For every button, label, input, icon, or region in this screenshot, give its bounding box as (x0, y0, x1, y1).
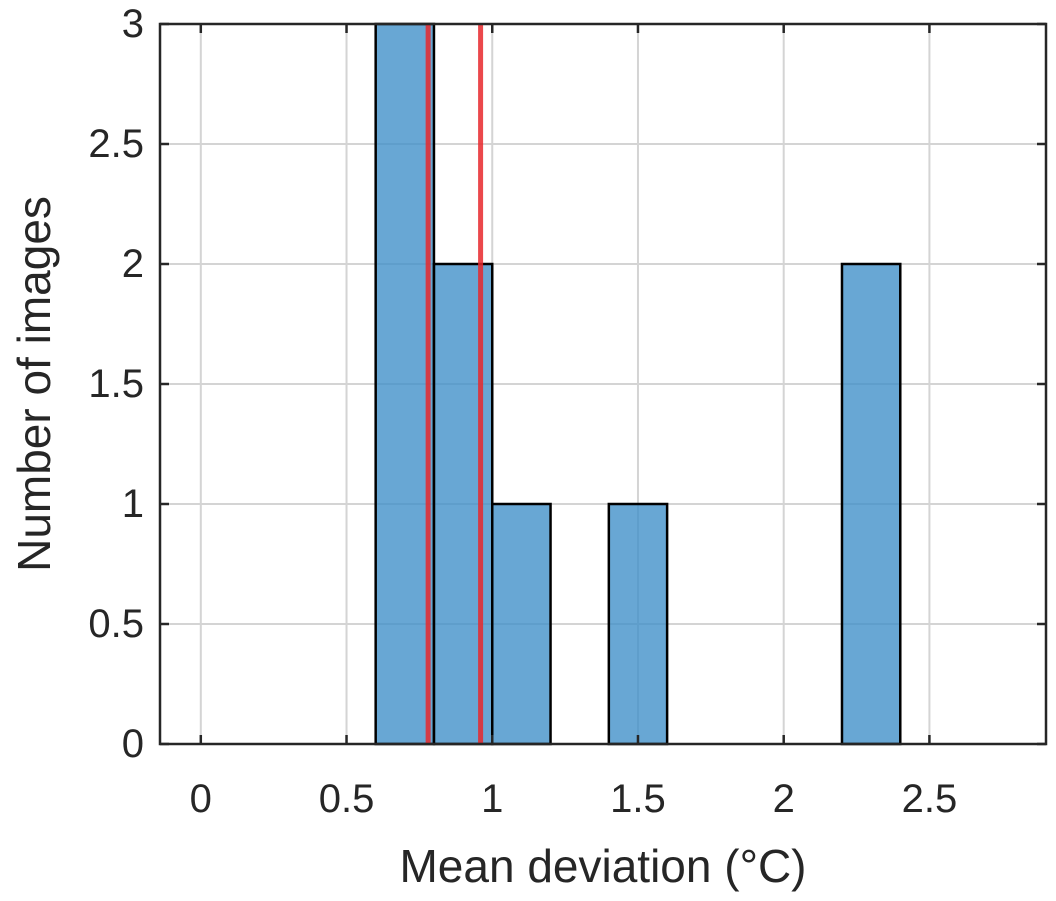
x-tick-label-5: 2.5 (902, 777, 958, 821)
tick-marks (160, 22, 1046, 746)
y-axis-title: Number of images (8, 196, 60, 572)
y-tick-label-3: 1.5 (88, 362, 144, 406)
x-axis-title: Mean deviation (°C) (399, 840, 806, 892)
histogram-bar-2 (491, 502, 552, 746)
y-tick-label-4: 2 (122, 242, 144, 286)
histogram-bar-3 (607, 502, 669, 746)
x-tick-label-2: 1 (481, 777, 503, 821)
y-tick-label-5: 2.5 (88, 122, 144, 166)
histogram-bar-4 (840, 262, 902, 746)
y-tick-labels: 0 0.5 1 1.5 2 2.5 3 (88, 2, 144, 766)
x-tick-label-4: 2 (773, 777, 795, 821)
x-tick-label-3: 1.5 (610, 777, 666, 821)
y-tick-label-0: 0 (122, 722, 144, 766)
bars (374, 22, 902, 746)
y-tick-label-2: 1 (122, 482, 144, 526)
x-tick-label-0: 0 (190, 777, 212, 821)
y-tick-label-6: 3 (122, 2, 144, 46)
histogram-bar-0 (374, 22, 436, 746)
x-tick-label-1: 0.5 (319, 777, 375, 821)
histogram-bar-1 (432, 262, 494, 746)
reference-lines (425, 24, 484, 744)
grid (160, 23, 1046, 745)
y-tick-label-1: 0.5 (88, 602, 144, 646)
x-tick-labels: 0 0.5 1 1.5 2 2.5 (190, 777, 958, 821)
